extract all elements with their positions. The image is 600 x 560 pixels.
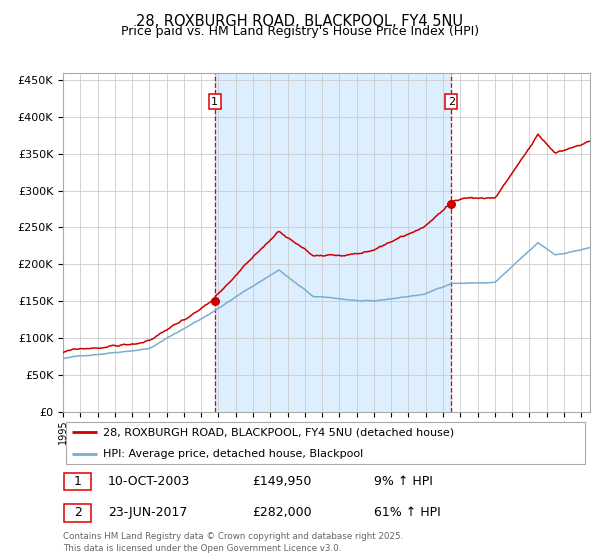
Text: 2: 2 [74, 506, 82, 519]
Bar [215, 73, 451, 412]
Text: 2: 2 [448, 96, 455, 106]
Text: 61% ↑ HPI: 61% ↑ HPI [374, 506, 440, 519]
Text: 23-JUN-2017: 23-JUN-2017 [108, 506, 187, 519]
Text: HPI: Average price, detached house, Blackpool: HPI: Average price, detached house, Blac… [103, 449, 363, 459]
Text: Contains HM Land Registry data © Crown copyright and database right 2025.
This d: Contains HM Land Registry data © Crown c… [63, 532, 403, 553]
Text: 9% ↑ HPI: 9% ↑ HPI [374, 475, 433, 488]
Text: £149,950: £149,950 [253, 475, 312, 488]
Text: 28, ROXBURGH ROAD, BLACKPOOL, FY4 5NU (detached house): 28, ROXBURGH ROAD, BLACKPOOL, FY4 5NU (d… [103, 427, 454, 437]
FancyBboxPatch shape [64, 504, 91, 522]
Text: 28, ROXBURGH ROAD, BLACKPOOL, FY4 5NU: 28, ROXBURGH ROAD, BLACKPOOL, FY4 5NU [137, 14, 464, 29]
FancyBboxPatch shape [65, 422, 584, 464]
Text: £282,000: £282,000 [253, 506, 312, 519]
Text: Price paid vs. HM Land Registry's House Price Index (HPI): Price paid vs. HM Land Registry's House … [121, 25, 479, 38]
Text: 10-OCT-2003: 10-OCT-2003 [108, 475, 190, 488]
Text: 1: 1 [211, 96, 218, 106]
FancyBboxPatch shape [64, 473, 91, 491]
Text: 1: 1 [74, 475, 82, 488]
